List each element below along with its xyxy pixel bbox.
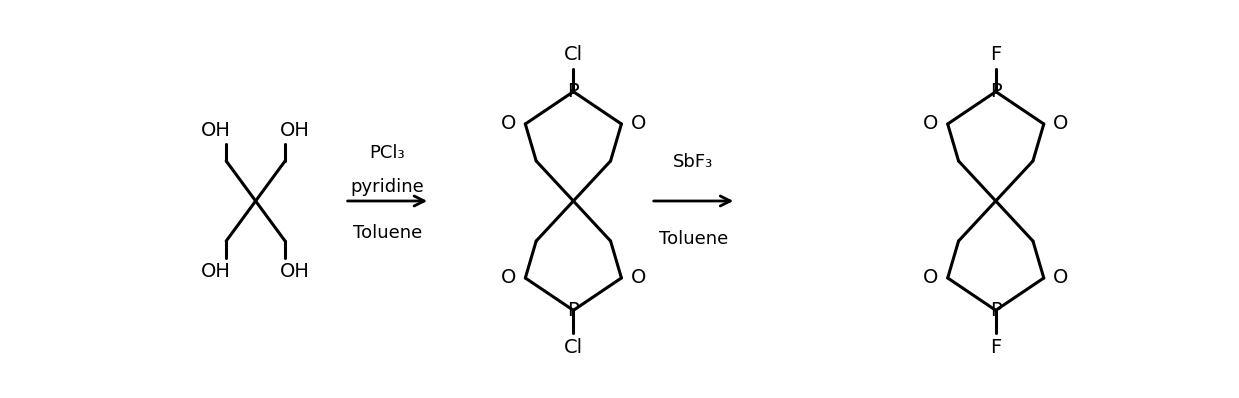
Text: F: F [990,338,1001,357]
Text: O: O [923,269,938,287]
Text: O: O [501,269,515,287]
Text: Toluene: Toluene [659,230,729,248]
Text: P: P [567,301,579,320]
Text: O: O [1053,115,1068,133]
Text: F: F [990,45,1001,64]
Text: O: O [923,115,938,133]
Text: Cl: Cl [564,338,582,357]
Text: OH: OH [280,261,310,281]
Text: P: P [990,82,1001,101]
Text: O: O [501,115,515,133]
Text: P: P [990,301,1001,320]
Text: pyridine: pyridine [351,178,424,196]
Text: OH: OH [201,121,230,140]
Text: O: O [631,115,647,133]
Text: Toluene: Toluene [353,224,422,242]
Text: O: O [1053,269,1068,287]
Text: P: P [567,82,579,101]
Text: OH: OH [201,261,230,281]
Text: O: O [631,269,647,287]
Text: OH: OH [280,121,310,140]
Text: SbF₃: SbF₃ [673,154,714,172]
Text: PCl₃: PCl₃ [369,144,405,162]
Text: Cl: Cl [564,45,582,64]
